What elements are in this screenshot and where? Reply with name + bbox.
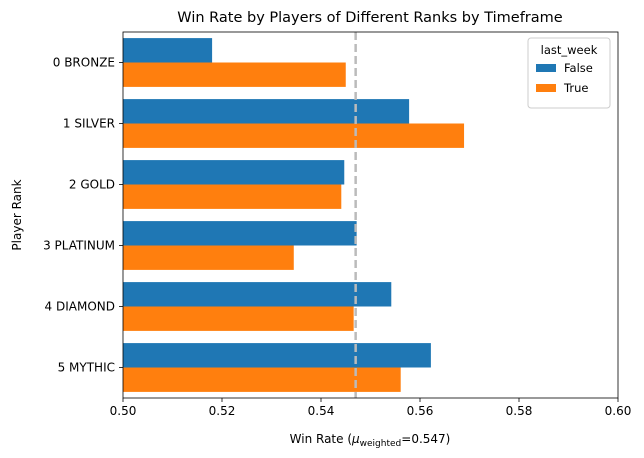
x-tick-label: 0.50 [110,404,137,418]
bar-true-1 [123,123,465,148]
y-tick-label: 1 SILVER [63,117,115,131]
x-tick-label: 0.58 [506,404,533,418]
bar-false-5 [123,343,431,368]
bar-false-4 [123,282,392,307]
x-tick-label: 0.60 [605,404,632,418]
plot-area: 0 BRONZE 1 SILVER 2 GOLD 3 PLATINUM 4 DIAMON… [43,31,632,418]
x-axis-label-suffix: =0.547) [401,432,450,446]
bar-false-0 [123,38,213,63]
y-axis-label: Player Rank [10,179,24,250]
x-tick-label: 0.56 [407,404,434,418]
axes-frame [122,31,619,399]
legend-label-false: False [564,61,593,75]
bar-false-2 [123,160,345,185]
x-tick-label: 0.54 [308,404,335,418]
legend-label-true: True [563,81,588,95]
bar-false-3 [123,221,357,246]
y-tick-label: 0 BRONZE [53,56,115,70]
x-axis-label-mu: μ [351,432,360,446]
chart-title: Win Rate by Players of Different Ranks b… [177,10,562,26]
bar-false-1 [123,99,410,124]
x-axis-label: Win Rate (μweighted=0.547) [290,432,451,449]
bar-true-3 [123,245,294,270]
bar-true-0 [123,62,346,87]
y-tick-label: 4 DIAMOND [45,300,115,314]
legend-title: last_week [541,43,598,57]
x-axis-label-subscript: weighted [360,439,402,449]
legend: last_week False True [527,37,611,109]
bar-true-5 [123,367,401,392]
y-tick-label: 2 GOLD [69,178,115,192]
bar-true-4 [123,306,354,331]
y-tick-label: 3 PLATINUM [43,239,115,253]
legend-swatch-true [536,84,556,92]
y-tick-label: 5 MYTHIC [58,361,115,375]
x-tick-label: 0.52 [209,404,236,418]
x-axis-label-prefix: Win Rate ( [290,432,352,446]
bar-true-2 [123,184,342,209]
legend-swatch-false [536,64,556,72]
